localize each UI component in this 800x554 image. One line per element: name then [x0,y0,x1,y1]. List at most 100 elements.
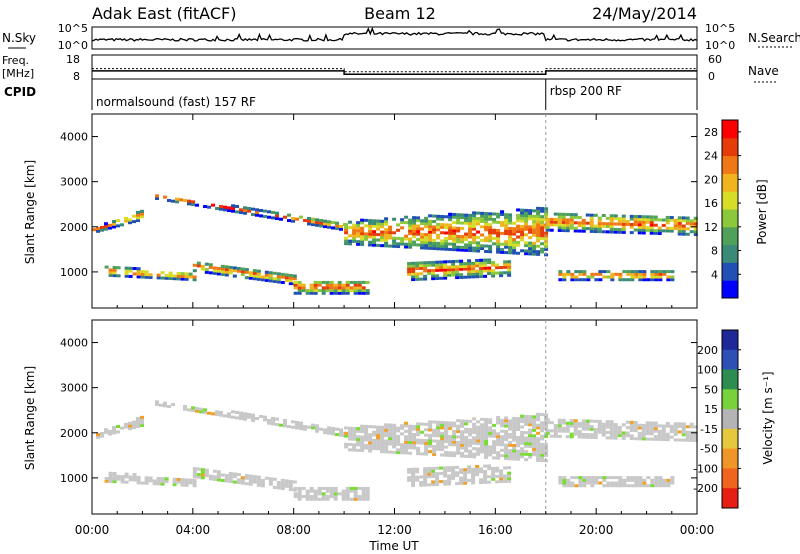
heatmap-cell [540,228,545,232]
heatmap-cell [247,412,252,416]
heatmap-cell [357,497,362,501]
heatmap-cell [356,240,361,244]
heatmap-cell [508,237,513,241]
heatmap-cell [536,423,541,427]
heatmap-cell [339,428,344,432]
heatmap-cell [520,233,525,237]
heatmap-cell [645,426,650,430]
heatmap-cell [232,274,237,278]
heatmap-cell [471,272,476,276]
heatmap-cell [646,476,651,480]
heatmap-cell [212,269,217,273]
cpid-label: CPID [4,85,36,99]
heatmap-cell [219,413,224,417]
heatmap-cell [570,484,575,488]
freq-series [92,70,697,76]
heatmap-cell [216,470,221,474]
heatmap-cell [365,486,370,490]
heatmap-cell [645,424,650,428]
heatmap-cell [180,272,185,276]
heatmap-cell [464,216,469,220]
heatmap-cell [463,275,468,279]
heatmap-cell [512,416,517,420]
heatmap-cell [629,217,634,221]
heatmap-cell [487,258,492,262]
heatmap-cell [597,430,602,434]
heatmap-cell [460,443,465,447]
heatmap-cell [460,248,465,252]
heatmap-cell [365,280,370,284]
heatmap-cell [653,229,658,233]
heatmap-cell [309,486,314,490]
heatmap-cell [345,280,350,284]
heatmap-cell [597,227,602,231]
heatmap-cell [297,489,302,493]
heatmap-cell [348,242,353,246]
heatmap-cell [459,259,464,263]
heatmap-cell [573,424,578,428]
heatmap-cell [673,427,678,431]
heatmap-cell [408,224,413,228]
heatmap-cell [666,270,671,274]
heatmap-cell [415,275,420,279]
heatmap-cell [475,467,480,471]
heatmap-cell [626,484,631,488]
heatmap-cell [368,243,373,247]
heatmap-cell [352,234,357,238]
heatmap-cell [428,233,433,237]
heatmap-cell [609,433,614,437]
heatmap-cell [503,474,508,478]
heatmap-cell [451,273,456,277]
heatmap-cell [388,431,393,435]
heatmap-cell [460,446,465,450]
heatmap-cell [460,216,465,220]
heatmap-cell [689,219,694,223]
heatmap-cell [309,497,314,501]
heatmap-cell [488,236,493,240]
heatmap-cell [649,426,654,430]
heatmap-cell [484,445,489,449]
heatmap-cell [452,231,457,235]
heatmap-cell [613,222,618,226]
heatmap-cell [480,217,485,221]
heatmap-cell [508,235,513,239]
heatmap-cell [565,218,570,222]
heatmap-cell [645,215,650,219]
heatmap-cell [524,458,529,462]
heatmap-cell [630,272,635,276]
heatmap-cell [681,430,686,434]
heatmap-cell [609,216,614,220]
heatmap-cell [657,218,662,222]
heatmap-cell [428,246,433,250]
heatmap-cell [295,423,300,427]
heatmap-cell [365,495,370,499]
heatmap-cell [136,475,141,479]
heatmap-cell [464,449,469,453]
heatmap-cell [345,291,350,295]
heatmap-cell [427,472,432,476]
heatmap-cell [187,202,192,206]
heatmap-cell [658,272,663,276]
heatmap-cell [184,272,189,276]
heatmap-cell [532,439,537,443]
heatmap-cell [483,266,488,270]
heatmap-cell [224,270,229,274]
heatmap-cell [368,235,373,239]
heatmap-cell [666,275,671,279]
heatmap-cell [476,447,481,451]
heatmap-cell [496,451,501,455]
heatmap-cell [500,421,505,425]
heatmap-cell [480,439,485,443]
heatmap-cell [553,223,558,227]
heatmap-cell [492,440,497,444]
heatmap-cell [204,268,209,272]
heatmap-cell [303,219,308,223]
heatmap-cell [392,431,397,435]
heatmap-cell [500,424,505,428]
heatmap-cell [416,243,421,247]
heatmap-cell [124,472,129,476]
heatmap-cell [235,410,240,414]
heatmap-cell [516,235,521,239]
heatmap-cell [528,211,533,215]
heatmap-cell [396,426,401,430]
